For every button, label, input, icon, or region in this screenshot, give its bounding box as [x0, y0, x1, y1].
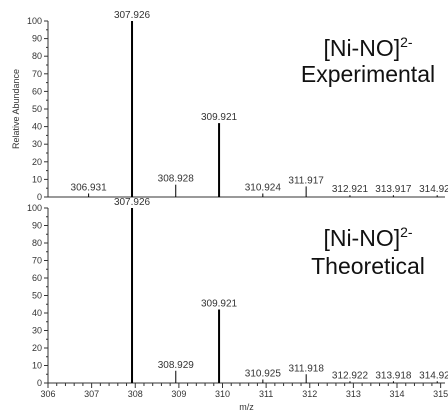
experimental-spectrum-panel: 0 10 20 30 40 50 60 70 80 90 100 Relative Abundance… [11, 10, 448, 202]
peak-label: 310.924 [245, 182, 282, 193]
x-axis-title: m/z [239, 402, 254, 412]
y-tick-label: 0 [37, 192, 42, 202]
y-tick-label: 70 [32, 256, 42, 266]
theoretical-label: Theoretical [311, 253, 425, 279]
species-label: [Ni-NO]2- [323, 224, 412, 251]
peak-label: 312.922 [332, 370, 369, 381]
peak-label: 309.921 [201, 112, 238, 123]
theoretical-spectrum-panel: 0 10 20 30 40 50 60 70 80 90 100 306 307 308 309 310 311… [27, 197, 448, 412]
x-tick-label: 308 [128, 389, 143, 399]
peak-label: 314.922 [419, 370, 448, 381]
y-tick-label: 60 [32, 273, 42, 283]
experimental-label: Experimental [301, 61, 435, 87]
y-tick-label: 50 [32, 291, 42, 301]
y-tick-label: 20 [32, 157, 42, 167]
x-tick-label: 311 [259, 389, 273, 399]
y-tick-label: 50 [32, 104, 42, 114]
x-tick-label: 315 [433, 389, 448, 399]
y-tick-label: 100 [27, 203, 42, 213]
peak-label: 313.917 [375, 184, 412, 195]
y-tick-label: 30 [32, 139, 42, 149]
y-tick-label: 0 [37, 378, 42, 388]
peak-label: 306.931 [71, 182, 108, 193]
y-tick-label: 90 [32, 34, 42, 44]
x-tick-label: 309 [171, 389, 186, 399]
y-tick-label: 30 [32, 326, 42, 336]
x-tick-label: 306 [40, 389, 55, 399]
x-tick-label: 307 [84, 389, 99, 399]
peak-label: 309.921 [201, 299, 238, 310]
species-label: [Ni-NO]2- [323, 34, 412, 61]
y-tick-label: 100 [27, 16, 42, 26]
y-tick-label: 70 [32, 69, 42, 79]
peak-label: 313.918 [375, 370, 412, 381]
x-tick-label: 313 [346, 389, 361, 399]
x-tick-label: 312 [302, 389, 317, 399]
x-tick-label: 310 [215, 389, 230, 399]
y-tick-label: 60 [32, 86, 42, 96]
y-tick-label: 80 [32, 238, 42, 248]
y-tick-label: 80 [32, 51, 42, 61]
peak-label: 308.929 [158, 360, 195, 371]
peak-label: 310.925 [245, 369, 282, 380]
x-tick-label: 314 [389, 389, 404, 399]
y-axis-title: Relative Abundance [11, 69, 21, 149]
peak-label: 308.928 [158, 174, 195, 185]
y-tick-label: 20 [32, 343, 42, 353]
y-tick-label: 90 [32, 221, 42, 231]
peak-label: 307.926 [114, 10, 151, 21]
peak-label: 311.918 [288, 363, 324, 374]
peak-label: 311.917 [288, 175, 324, 186]
peak-label: 312.921 [332, 184, 369, 195]
y-tick-label: 10 [32, 174, 42, 184]
y-tick-label: 10 [32, 361, 42, 371]
peak-label: 307.926 [114, 197, 151, 208]
y-tick-label: 40 [32, 308, 42, 318]
peak-label: 314.921 [419, 184, 448, 195]
y-tick-label: 40 [32, 122, 42, 132]
